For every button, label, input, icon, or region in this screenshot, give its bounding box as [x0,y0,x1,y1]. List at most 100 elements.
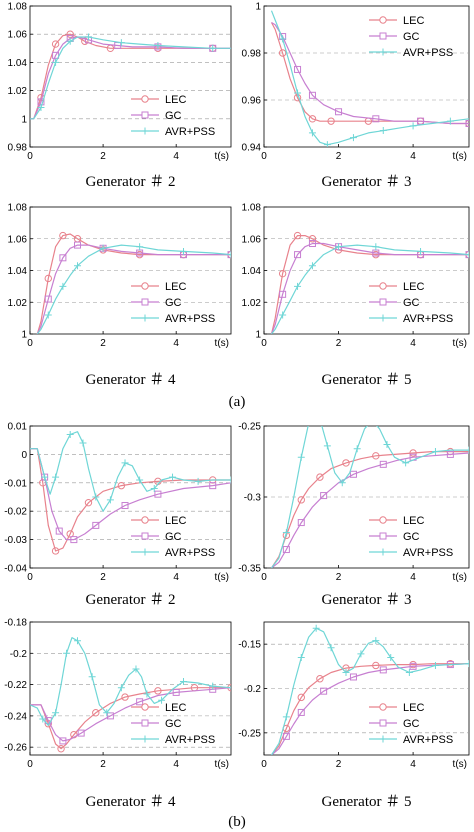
subplot-2: 0.94 0.96 0.98 1 0 2 4 t(s) LEC GC AVR+PSS Generato… [242,2,470,190]
data-point [136,698,144,706]
data-point [335,108,343,116]
subplot-grid: 0.98 1 1.02 1.04 1.06 1.08 0 2 4 t(s) LEC GC AVR+PSS… [4,2,470,810]
data-point [446,117,454,125]
data-point [194,477,202,485]
legend-label: GC [165,297,182,309]
data-point [379,460,387,468]
data-point [372,452,380,460]
legend-marker [141,127,149,135]
series-line [30,36,231,120]
data-point [88,673,96,681]
data-point [92,493,100,501]
data-point [143,690,151,698]
data-point [409,449,417,457]
data-point [117,39,125,47]
data-point [92,709,100,717]
y-tick-label: 1.02 [8,298,28,309]
data-point [51,547,60,555]
y-tick-label: -0.04 [4,564,27,575]
series-avr-pss [270,10,469,147]
data-point [179,677,187,685]
x-tick-label: 2 [100,151,106,162]
series-line [271,21,469,125]
data-point [327,644,335,652]
plot-frame [263,5,470,148]
data-point [316,675,324,683]
legend: LEC GC AVR+PSS [369,515,453,559]
legend-marker [379,548,387,556]
data-point [282,732,290,740]
data-point [372,115,380,123]
y-tick-label: 0.98 [242,49,262,60]
data-point [106,712,114,720]
y-tick-label: -0.3 [244,493,262,504]
data-point [409,122,417,130]
x-tick-label: 2 [336,338,342,349]
data-point [297,453,305,461]
data-point [297,496,305,504]
x-axis-label: t(s) [215,338,229,349]
legend-label: AVR+PSS [165,313,215,325]
y-tick-label: 1.06 [242,234,262,245]
legend-marker [141,314,149,322]
legend: LEC GC AVR+PSS [131,94,215,138]
legend-marker [379,48,387,56]
x-tick-label: 4 [410,338,416,349]
series-avr-pss [271,243,469,334]
subplot-6: -0.35 -0.3 -0.25 0 2 4 t(s) LEC GC AVR+PSS Generat… [238,422,470,608]
data-point [320,492,328,500]
data-point [103,709,111,717]
data-point [99,244,107,252]
legend-marker [141,95,149,103]
data-point [227,251,231,259]
data-point [323,442,331,450]
y-tick-label: 1.06 [8,30,28,41]
data-point [383,440,391,448]
x-tick-label: 4 [173,572,179,583]
data-point [154,490,162,498]
data-point [465,446,469,454]
legend-marker [379,703,387,711]
data-point [294,251,302,259]
x-tick-label: 2 [100,338,106,349]
legend-label: LEC [403,702,424,714]
x-axis-label: t(s) [453,338,467,349]
series-avr-pss [30,637,231,726]
data-point [209,44,217,52]
data-point [59,254,67,262]
subplot-title: Generator ＃ 4 [86,372,176,388]
x-axis-label: t(s) [215,572,229,583]
legend-label: LEC [165,702,186,714]
subplot-4: 1 1.02 1.04 1.06 1.08 0 2 4 t(s) LEC GC AVR+PSS Gene… [242,203,470,388]
y-tick-label: -0.2 [244,684,262,695]
data-point [209,482,217,490]
data-point [52,58,60,66]
series-line [271,426,469,568]
data-point [59,737,67,745]
y-tick-label: 1.04 [8,266,28,277]
legend-marker [379,282,387,290]
legend-marker [141,532,149,540]
data-point [431,661,439,669]
y-tick-label: 0.96 [242,96,262,107]
subplot-8: -0.25 -0.2 -0.15 0 2 4 t(s) LEC GC AVR+PSS Generat… [238,621,470,810]
data-point [209,682,217,690]
legend-label: AVR+PSS [165,547,215,559]
series-line [36,244,231,334]
y-tick-label: 0 [21,450,27,461]
subplot-1: 0.98 1 1.02 1.04 1.06 1.08 0 2 4 t(s) LEC GC AVR+PSS… [8,2,232,190]
legend: LEC GC AVR+PSS [369,702,453,746]
legend-marker [141,719,149,727]
series-line [30,448,231,541]
legend-label: AVR+PSS [403,547,453,559]
data-point [121,693,129,701]
legend-marker [141,298,149,306]
data-point [74,262,82,270]
y-tick-label: 0.94 [242,143,262,154]
data-point [52,473,60,481]
series-line [30,637,231,726]
data-point [342,459,350,467]
series-gc [271,21,469,127]
x-tick-label: 2 [336,572,342,583]
